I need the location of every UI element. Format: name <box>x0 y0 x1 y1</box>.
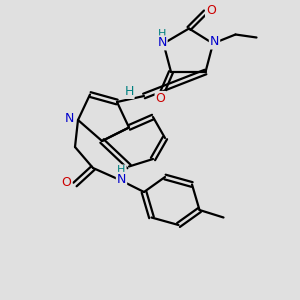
Text: N: N <box>65 112 74 125</box>
Text: H: H <box>124 85 134 98</box>
Text: N: N <box>210 35 219 49</box>
Text: O: O <box>206 4 216 17</box>
Text: H: H <box>158 29 166 39</box>
Text: O: O <box>62 176 71 190</box>
Text: O: O <box>156 92 165 105</box>
Text: N: N <box>117 173 126 186</box>
Text: H: H <box>117 165 126 176</box>
Text: N: N <box>157 36 167 50</box>
